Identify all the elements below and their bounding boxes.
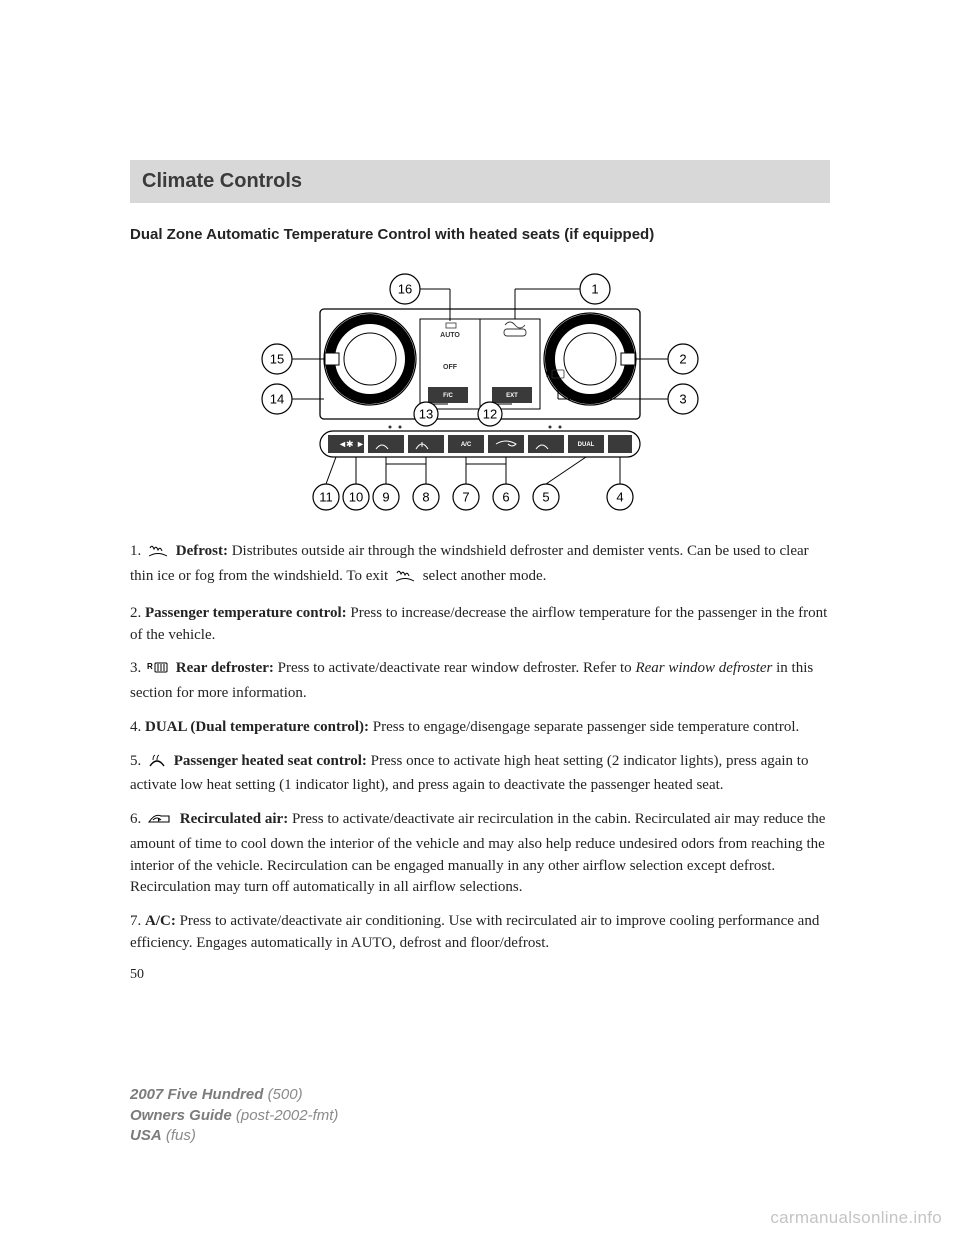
footer-l3-bold: USA [130, 1127, 162, 1144]
item-2-num: 2. [130, 605, 141, 621]
item-7-text: Press to activate/deactivate air conditi… [130, 913, 819, 951]
footer-block: 2007 Five Hundred (500) Owners Guide (po… [130, 1085, 338, 1146]
svg-text:12: 12 [483, 407, 497, 422]
item-1-text-b: select another mode. [423, 568, 547, 584]
item-1-num: 1. [130, 543, 141, 559]
svg-text:1: 1 [591, 282, 598, 297]
item-6: 6. Recirculated air: Press to activate/d… [130, 809, 830, 899]
label-auto: AUTO [440, 332, 460, 339]
footer-l1: (500) [268, 1086, 303, 1103]
body-text: 1. Defrost: Distributes outside air thro… [130, 541, 830, 954]
item-1: 1. Defrost: Distributes outside air thro… [130, 541, 830, 591]
svg-text:3: 3 [679, 392, 686, 407]
watermark: carmanualsonline.info [770, 1208, 942, 1228]
svg-text:►: ► [356, 439, 365, 449]
svg-text:10: 10 [349, 490, 363, 505]
item-4-text: Press to engage/disengage separate passe… [373, 719, 800, 735]
svg-text:4: 4 [616, 490, 623, 505]
item-5: 5. Passenger heated seat control: Press … [130, 751, 830, 798]
item-2: 2. Passenger temperature control: Press … [130, 603, 830, 647]
climate-control-diagram: AUTO OFF F/C EXT R ◄ ✱ ► [130, 259, 830, 519]
rear-defrost-icon: R [147, 661, 169, 683]
svg-text:14: 14 [270, 392, 284, 407]
footer-l2: (post-2002-fmt) [236, 1107, 339, 1124]
item-3-ital: Rear window defroster [635, 660, 772, 676]
footer-l3: (fus) [166, 1127, 196, 1144]
item-3-num: 3. [130, 660, 141, 676]
item-2-title: Passenger temperature control: [145, 605, 347, 621]
defrost-icon [147, 544, 169, 566]
svg-text:13: 13 [419, 407, 433, 422]
label-r: R [546, 370, 552, 379]
diagram-svg: AUTO OFF F/C EXT R ◄ ✱ ► [250, 259, 710, 519]
label-ext: EXT [506, 393, 518, 399]
svg-text:6: 6 [502, 490, 509, 505]
label-dual: DUAL [578, 442, 595, 448]
item-1-title: Defrost: [176, 543, 228, 559]
subheading: Dual Zone Automatic Temperature Control … [130, 225, 830, 245]
svg-text:2: 2 [679, 352, 686, 367]
item-4-num: 4. [130, 719, 141, 735]
manual-page: Climate Controls Dual Zone Automatic Tem… [0, 0, 960, 1242]
svg-text:11: 11 [319, 490, 333, 505]
item-7-title: A/C: [145, 913, 176, 929]
svg-text:R: R [147, 662, 153, 671]
page-number: 50 [130, 967, 830, 983]
svg-text:7: 7 [462, 490, 469, 505]
svg-text:✱: ✱ [346, 439, 354, 449]
svg-text:15: 15 [270, 352, 284, 367]
item-7: 7. A/C: Press to activate/deactivate air… [130, 911, 830, 955]
label-ac: A/C [461, 442, 472, 448]
section-title: Climate Controls [142, 170, 818, 193]
footer-l2-bold: Owners Guide [130, 1107, 232, 1124]
item-7-num: 7. [130, 913, 141, 929]
item-3-text-a: Press to activate/deactivate rear window… [278, 660, 632, 676]
heated-seat-icon [147, 754, 167, 776]
recirculate-icon [147, 812, 173, 834]
label-fc: F/C [443, 393, 453, 399]
svg-text:5: 5 [542, 490, 549, 505]
button-row: ◄ ✱ ► A/C DUAL [328, 435, 632, 453]
item-3-title: Rear defroster: [176, 660, 274, 676]
item-3: 3. R Rear defroster: Press to activate/d… [130, 658, 830, 705]
section-header-bar: Climate Controls [130, 160, 830, 203]
defrost-icon [394, 569, 416, 591]
footer-l1-bold: 2007 Five Hundred [130, 1086, 263, 1103]
item-4-title: DUAL (Dual temperature control): [145, 719, 369, 735]
item-5-num: 5. [130, 753, 141, 769]
item-6-num: 6. [130, 811, 141, 827]
item-4: 4. DUAL (Dual temperature control): Pres… [130, 717, 830, 739]
svg-text:8: 8 [422, 490, 429, 505]
item-6-title: Recirculated air: [180, 811, 288, 827]
svg-text:16: 16 [398, 282, 412, 297]
label-off: OFF [443, 364, 458, 371]
svg-text:9: 9 [382, 490, 389, 505]
item-5-title: Passenger heated seat control: [174, 753, 367, 769]
